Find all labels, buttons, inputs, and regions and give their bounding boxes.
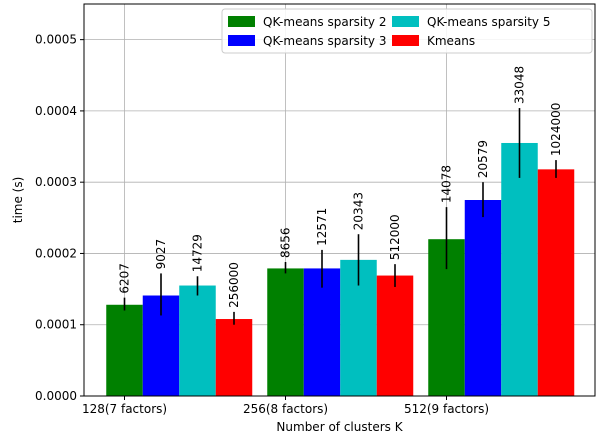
y-tick-label: 0.0005 [35,33,77,47]
bar-labels: 6207 8656 14078 9027 12571 20579 14729 20343 330… [118,66,564,308]
y-tick-label: 0.0002 [35,246,77,260]
bar-value-label: 512000 [388,214,402,260]
bar [267,268,304,396]
y-tick-label: 0.0001 [35,318,77,332]
bars [106,142,575,396]
bar [215,319,253,396]
legend-swatch [392,35,419,46]
legend-entry-label: QK-means sparsity 2 [263,15,386,29]
bar-value-label: 33048 [513,66,527,104]
bar [303,268,341,396]
bar-value-label: 1024000 [549,103,563,156]
x-axis-label: Number of clusters K [276,420,403,434]
y-tick-label: 0.0000 [35,389,77,403]
bar [106,304,143,396]
bar-value-label: 20579 [476,140,490,178]
error-bars [123,108,557,325]
legend-entry-label: QK-means sparsity 5 [427,15,550,29]
bar-value-label: 256000 [227,262,241,308]
bar-value-label: 12571 [315,208,329,246]
y-tick-label: 0.0003 [35,175,77,189]
bar-value-label: 8656 [279,227,293,258]
legend-box [221,8,593,54]
bar-value-label: 20343 [352,192,366,230]
legend-swatch [392,16,419,27]
bar-value-label: 14078 [440,165,454,203]
x-axis-ticks: 128(7 factors) 256(8 factors) 512(9 factor… [82,396,489,416]
bar [537,169,575,396]
bar [501,142,538,396]
legend-entry-label: Kmeans [427,34,475,48]
bar-value-label: 9027 [154,239,168,270]
bar [179,285,216,396]
legend-entry-label: QK-means sparsity 3 [263,34,386,48]
bar [464,200,502,396]
y-tick-label: 0.0004 [35,104,77,118]
x-tick-label: 128(7 factors) [82,402,167,416]
x-tick-label: 512(9 factors) [404,402,489,416]
x-tick-label: 256(8 factors) [243,402,328,416]
y-axis-label: time (s) [11,177,25,224]
legend-swatch [228,16,255,27]
bar-value-label: 6207 [118,263,132,294]
bar-value-label: 14729 [191,234,205,272]
legend-swatch [228,35,255,46]
plot-frame [83,3,596,397]
legend: QK-means sparsity 2 QK-means sparsity 3 QK… [221,8,593,54]
bar [376,275,414,396]
y-axis-ticks: 0.0000 0.0001 0.0002 0.0003 0.0004 0.0005 [35,33,84,403]
